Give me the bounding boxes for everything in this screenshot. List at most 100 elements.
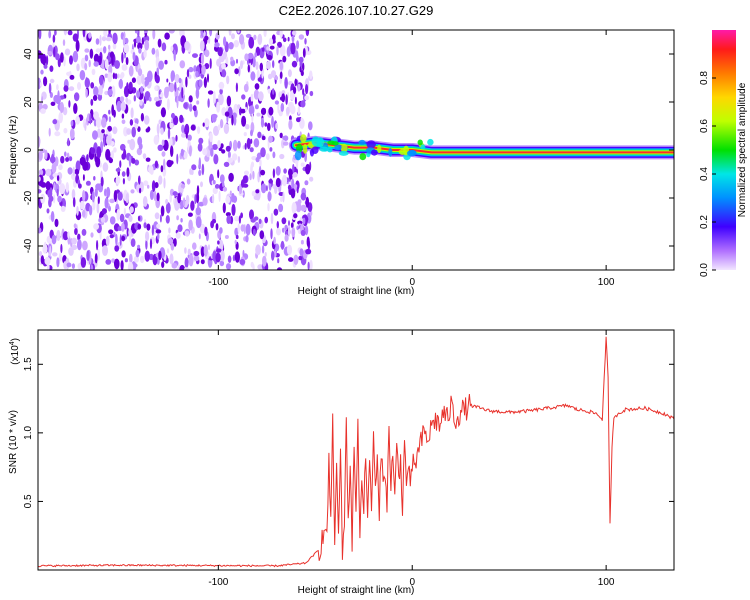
- noise-speck: [243, 224, 246, 235]
- colorbar-tick-label: 0.0: [699, 263, 710, 277]
- noise-speck: [180, 218, 183, 223]
- noise-speck: [56, 175, 60, 182]
- noise-speck: [225, 263, 232, 270]
- y-tick-label: 0.5: [23, 494, 34, 508]
- noise-speck: [305, 30, 310, 37]
- noise-speck: [204, 118, 210, 128]
- noise-speck: [300, 204, 307, 212]
- noise-speck: [64, 151, 67, 157]
- noise-speck: [123, 85, 130, 98]
- noise-speck: [305, 163, 311, 175]
- noise-speck: [267, 202, 270, 212]
- noise-speck: [226, 75, 230, 85]
- noise-speck: [253, 89, 260, 100]
- noise-speck: [47, 51, 53, 56]
- noise-speck: [166, 248, 170, 254]
- noise-speck: [97, 196, 100, 205]
- noise-speck: [224, 235, 229, 239]
- noise-speck: [49, 65, 54, 72]
- noise-speck: [131, 157, 136, 164]
- noise-speck: [99, 132, 103, 142]
- noise-speck: [128, 155, 132, 167]
- y-tick-label: 1.5: [23, 357, 34, 371]
- noise-speck: [149, 189, 154, 201]
- noise-speck: [46, 236, 51, 244]
- noise-speck: [309, 259, 313, 270]
- noise-speck: [244, 142, 247, 150]
- noise-speck: [109, 198, 115, 204]
- signal-blotch: [317, 141, 323, 147]
- noise-speck: [112, 32, 118, 45]
- noise-speck: [227, 151, 231, 159]
- noise-speck: [101, 117, 107, 128]
- noise-speck: [219, 88, 223, 95]
- noise-speck: [157, 144, 164, 151]
- noise-speck: [295, 202, 302, 213]
- noise-speck: [272, 88, 275, 95]
- noise-speck: [188, 145, 192, 157]
- noise-speck: [274, 184, 278, 195]
- noise-speck: [140, 255, 145, 264]
- noise-speck: [157, 38, 162, 48]
- noise-speck: [134, 159, 140, 166]
- noise-speck: [58, 111, 63, 124]
- noise-speck: [272, 168, 276, 179]
- noise-speck: [196, 185, 200, 196]
- noise-speck: [232, 112, 237, 119]
- x-tick-label: 0: [409, 577, 415, 588]
- noise-speck: [253, 34, 257, 41]
- noise-speck: [139, 187, 142, 194]
- noise-speck: [143, 49, 147, 58]
- noise-speck: [234, 68, 239, 75]
- snr-series-line: [38, 336, 674, 568]
- colorbar-gradient: [712, 30, 736, 270]
- noise-speck: [56, 188, 59, 197]
- noise-speck: [260, 117, 265, 128]
- noise-speck: [309, 90, 314, 97]
- noise-speck: [175, 203, 181, 209]
- noise-speck: [130, 238, 136, 248]
- noise-speck: [203, 244, 208, 257]
- noise-speck: [267, 73, 273, 80]
- signal-blotch: [377, 144, 382, 154]
- noise-speck: [130, 189, 135, 194]
- noise-speck: [219, 239, 224, 252]
- noise-speck: [94, 253, 98, 264]
- noise-speck: [63, 127, 68, 134]
- noise-speck: [156, 192, 160, 202]
- noise-speck: [249, 173, 252, 181]
- noise-speck: [99, 34, 102, 46]
- noise-speck: [239, 259, 246, 265]
- noise-speck: [185, 76, 188, 88]
- colorbar-tick-label: 0.6: [699, 119, 710, 133]
- noise-speck: [297, 83, 301, 92]
- noise-speck: [112, 126, 118, 135]
- noise-speck: [284, 234, 289, 242]
- noise-speck: [129, 206, 134, 214]
- colorbar-tick-label: 0.4: [699, 167, 710, 181]
- noise-speck: [82, 240, 88, 251]
- noise-speck: [136, 90, 141, 99]
- noise-speck: [277, 101, 280, 114]
- noise-speck: [253, 216, 259, 221]
- noise-speck: [66, 71, 71, 76]
- noise-speck: [154, 212, 160, 220]
- noise-speck: [143, 180, 149, 186]
- noise-speck: [164, 87, 169, 99]
- noise-speck: [191, 164, 197, 171]
- noise-speck: [165, 215, 170, 224]
- noise-speck: [56, 257, 60, 268]
- noise-speck: [282, 37, 287, 43]
- noise-speck: [137, 42, 143, 50]
- noise-speck: [117, 73, 120, 79]
- noise-speck: [309, 70, 313, 80]
- noise-speck: [123, 192, 126, 197]
- noise-speck: [275, 177, 281, 188]
- noise-speck: [170, 45, 174, 52]
- noise-speck: [92, 95, 98, 101]
- noise-speck: [41, 53, 47, 66]
- noise-speck: [193, 65, 197, 73]
- noise-speck: [228, 42, 234, 50]
- noise-speck: [274, 243, 280, 252]
- noise-speck: [240, 212, 244, 219]
